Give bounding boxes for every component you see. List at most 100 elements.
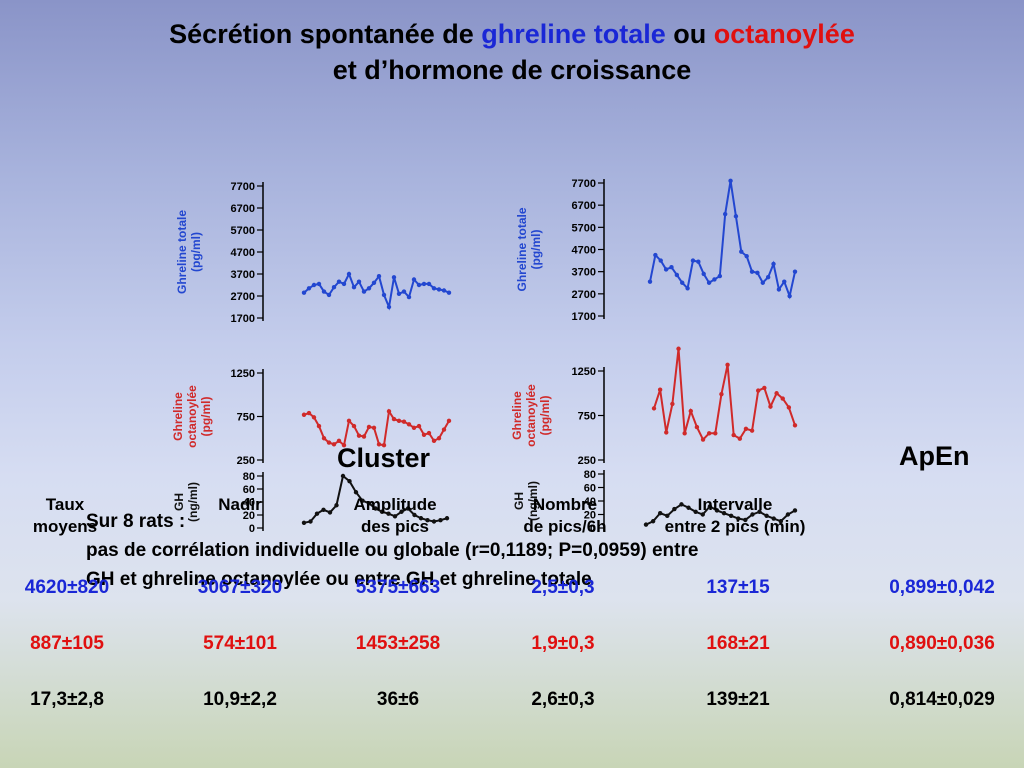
column-header-line: Nadir bbox=[218, 495, 262, 514]
data-point bbox=[353, 490, 359, 495]
data-point bbox=[316, 423, 322, 429]
data-point bbox=[306, 286, 312, 291]
data-point bbox=[669, 265, 674, 270]
heading-apen: ApEn bbox=[899, 441, 970, 471]
cell-mean: 17,3±2,8 bbox=[30, 689, 104, 710]
data-point bbox=[431, 519, 437, 524]
column-header-line: de pics/6h bbox=[523, 517, 607, 536]
data-point bbox=[334, 503, 339, 508]
data-point bbox=[381, 292, 387, 298]
data-point bbox=[676, 346, 681, 351]
cell-interval: 168±21 bbox=[706, 633, 770, 654]
y-axis-label: Ghreline bbox=[510, 391, 524, 440]
data-point bbox=[351, 423, 357, 429]
column-header-line: Amplitude bbox=[353, 495, 437, 514]
y-tick-label: 5700 bbox=[231, 225, 255, 237]
data-point bbox=[792, 423, 798, 428]
y-axis-label: (ng/ml) bbox=[186, 482, 200, 522]
y-tick-label: 2700 bbox=[231, 291, 255, 303]
data-point bbox=[311, 415, 317, 420]
data-point bbox=[346, 271, 352, 277]
cell-apen: 0,890±0,036 bbox=[889, 633, 995, 654]
data-point bbox=[326, 292, 332, 298]
title-ghreline-totale: ghreline totale bbox=[481, 19, 666, 49]
data-point bbox=[301, 520, 307, 525]
cell-interval: 137±15 bbox=[706, 577, 770, 598]
data-point bbox=[719, 391, 724, 397]
data-point bbox=[396, 291, 402, 296]
series-line bbox=[653, 348, 796, 442]
data-point bbox=[713, 431, 718, 436]
y-tick-label: 1700 bbox=[572, 311, 596, 323]
data-point bbox=[396, 418, 402, 424]
y-tick-label: 3700 bbox=[231, 269, 255, 281]
data-point bbox=[336, 279, 342, 284]
data-point bbox=[418, 516, 424, 521]
cell-peak-count: 1,9±0,3 bbox=[531, 633, 595, 654]
column-header-line: Intervalle bbox=[697, 495, 773, 514]
data-point bbox=[792, 508, 798, 513]
data-point bbox=[650, 519, 656, 524]
data-point bbox=[416, 423, 422, 429]
data-point bbox=[392, 514, 398, 519]
data-point bbox=[739, 249, 744, 254]
data-point bbox=[421, 281, 427, 287]
data-point bbox=[749, 428, 755, 433]
data-point bbox=[653, 252, 658, 258]
data-point bbox=[391, 275, 397, 280]
y-tick-label: 5700 bbox=[572, 222, 596, 234]
data-point bbox=[341, 443, 347, 448]
data-point bbox=[688, 408, 693, 414]
y-tick-label: 1250 bbox=[231, 368, 255, 380]
y-tick-label: 0 bbox=[590, 523, 596, 535]
data-point bbox=[786, 405, 792, 410]
data-point bbox=[743, 426, 749, 432]
data-point bbox=[436, 287, 442, 292]
y-tick-label: 6700 bbox=[231, 203, 255, 215]
heading-cluster: Cluster bbox=[337, 443, 431, 473]
data-point bbox=[399, 509, 404, 514]
data-point bbox=[416, 282, 422, 288]
data-point bbox=[406, 422, 412, 427]
data-point bbox=[658, 258, 663, 263]
y-axis-label: Ghreline bbox=[171, 392, 185, 441]
data-point bbox=[379, 509, 385, 514]
data-point bbox=[401, 289, 407, 294]
data-point bbox=[714, 508, 720, 513]
data-point bbox=[792, 269, 798, 274]
cell-mean: 4620±820 bbox=[24, 577, 110, 598]
y-axis-label: octanoylée bbox=[185, 385, 199, 448]
y-tick-label: 7700 bbox=[231, 181, 255, 193]
table-row-ghreline-totale: 4620±820 3067±320 5375±663 2,5±0,3 137±1… bbox=[0, 577, 1024, 603]
column-header-line: des pics bbox=[360, 517, 430, 536]
y-tick-label: 7700 bbox=[572, 178, 596, 190]
slide-title: Sécrétion spontanée de ghreline totale o… bbox=[0, 16, 1024, 88]
data-point bbox=[764, 513, 769, 519]
data-point bbox=[657, 510, 663, 516]
data-point bbox=[785, 512, 791, 517]
data-point bbox=[750, 512, 755, 517]
data-point bbox=[411, 425, 417, 431]
data-point bbox=[426, 430, 432, 436]
data-point bbox=[728, 178, 733, 183]
data-point bbox=[327, 510, 333, 515]
data-point bbox=[321, 507, 326, 512]
data-point bbox=[401, 419, 407, 424]
data-point bbox=[321, 289, 327, 294]
column-header-line: moyens bbox=[32, 517, 98, 536]
data-point bbox=[762, 385, 767, 391]
data-point bbox=[431, 286, 437, 291]
data-point bbox=[331, 442, 337, 447]
data-point bbox=[371, 425, 377, 431]
data-point bbox=[314, 511, 320, 516]
data-point bbox=[707, 504, 713, 509]
data-point bbox=[686, 505, 691, 510]
data-point bbox=[316, 281, 322, 287]
data-point bbox=[444, 516, 450, 521]
data-point bbox=[771, 261, 776, 267]
data-point bbox=[391, 416, 397, 422]
note-line-2: pas de corrélation individuelle ou globa… bbox=[86, 540, 699, 561]
data-point bbox=[331, 285, 337, 290]
data-point bbox=[672, 506, 677, 512]
